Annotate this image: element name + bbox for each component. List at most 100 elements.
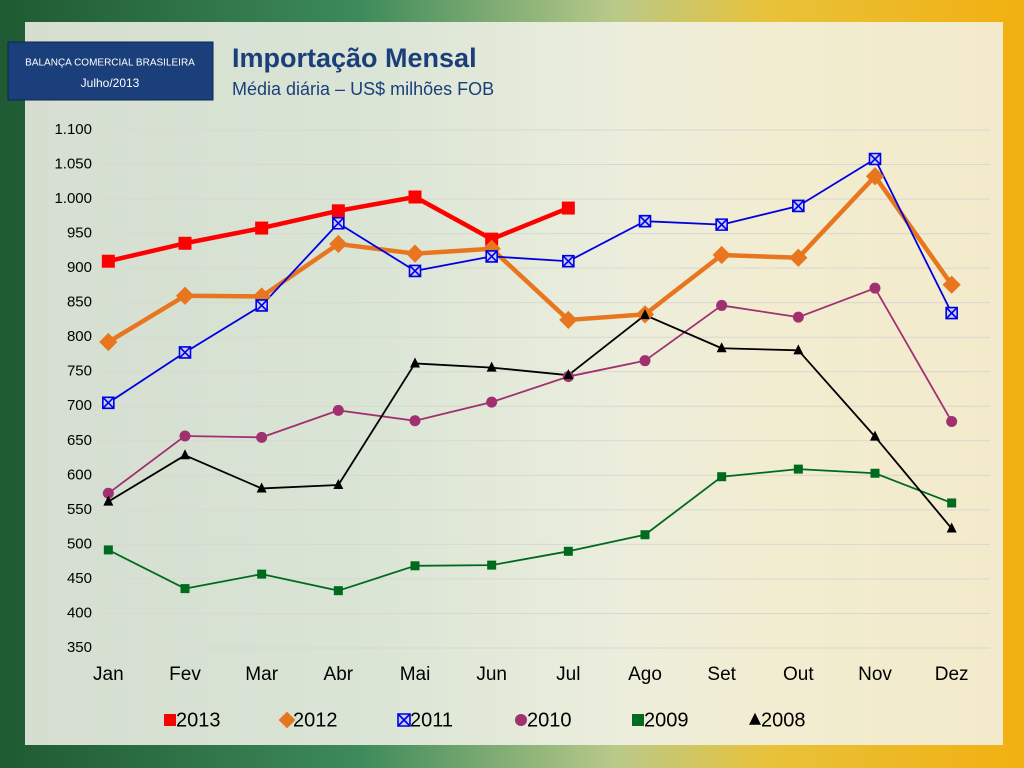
marker [865, 167, 885, 186]
marker [256, 482, 267, 493]
marker [180, 449, 190, 460]
x-tick-label: Fev [169, 664, 201, 685]
y-tick-label: 750 [67, 363, 92, 380]
marker [408, 190, 422, 204]
marker [870, 430, 880, 441]
marker [515, 714, 527, 726]
marker [329, 234, 348, 254]
series-line [107, 158, 953, 404]
y-tick-label: 800 [67, 328, 92, 345]
marker [946, 522, 957, 533]
marker [103, 545, 113, 555]
marker [638, 214, 652, 228]
y-tick-label: 600 [67, 466, 92, 483]
marker [640, 309, 650, 320]
marker [486, 396, 498, 408]
x-tick-label: Mai [400, 664, 431, 685]
marker [563, 369, 574, 380]
y-tick-label: 1.050 [54, 156, 92, 173]
marker [178, 236, 192, 250]
marker [278, 711, 296, 729]
marker [561, 201, 575, 215]
marker [716, 342, 727, 353]
marker [559, 310, 578, 330]
legend-label: 2009 [644, 709, 689, 731]
series-line [107, 314, 953, 530]
x-tick-label: Jan [93, 664, 124, 685]
legend-label: 2008 [761, 709, 806, 731]
legend-label: 2010 [527, 709, 572, 731]
marker [485, 250, 498, 263]
badge [7, 41, 214, 101]
marker [868, 152, 882, 166]
marker [945, 306, 958, 320]
marker [255, 299, 268, 312]
marker [332, 216, 345, 230]
marker [716, 299, 728, 311]
marker [563, 546, 573, 556]
marker [486, 361, 497, 372]
marker [869, 282, 881, 294]
marker [632, 714, 644, 726]
chart-title: Importação Mensal [232, 43, 477, 73]
x-tick-label: Out [783, 664, 814, 685]
panel [25, 22, 1003, 745]
marker [792, 311, 804, 323]
legend-label: 2013 [176, 709, 221, 731]
series-line [107, 287, 953, 495]
marker [793, 344, 804, 355]
marker [410, 357, 420, 368]
y-tick-label: 350 [67, 639, 92, 656]
marker [712, 245, 731, 265]
x-tick-label: Jun [476, 664, 507, 685]
marker [257, 569, 267, 579]
marker [405, 244, 425, 263]
marker [562, 254, 575, 268]
marker [485, 232, 499, 246]
x-tick-label: Abr [324, 664, 354, 685]
marker [947, 498, 957, 508]
legend-label: 2012 [293, 709, 338, 731]
marker [717, 472, 727, 482]
x-tick-label: Ago [628, 664, 662, 685]
x-tick-label: Set [707, 664, 736, 685]
y-tick-label: 400 [67, 604, 92, 621]
marker [715, 218, 728, 231]
y-tick-label: 1.000 [54, 190, 92, 207]
marker [409, 415, 421, 427]
marker [164, 714, 176, 726]
series-line [107, 468, 952, 592]
marker [397, 713, 411, 727]
marker [946, 415, 958, 427]
x-tick-label: Dez [935, 664, 969, 685]
marker [180, 584, 190, 594]
marker [99, 332, 118, 352]
marker [175, 286, 195, 305]
y-tick-label: 900 [67, 259, 92, 276]
y-tick-label: 500 [67, 535, 92, 552]
marker [179, 430, 191, 442]
series-line [107, 174, 954, 344]
marker [256, 431, 268, 443]
legend-label: 2011 [410, 709, 453, 731]
marker [789, 248, 808, 267]
marker [333, 479, 344, 490]
y-tick-label: 1.100 [54, 121, 92, 138]
y-tick-label: 650 [67, 432, 92, 449]
x-tick-label: Nov [858, 664, 892, 685]
marker [101, 254, 115, 268]
marker [102, 396, 115, 410]
marker [410, 561, 420, 571]
y-tick-label: 450 [67, 570, 92, 587]
x-tick-label: Mar [245, 664, 278, 685]
marker [331, 204, 345, 218]
marker [793, 464, 803, 474]
marker [487, 560, 497, 570]
marker [178, 346, 192, 359]
marker [102, 487, 114, 499]
marker [749, 712, 761, 725]
y-tick-label: 950 [67, 225, 92, 242]
marker [792, 199, 805, 213]
marker [408, 264, 422, 278]
